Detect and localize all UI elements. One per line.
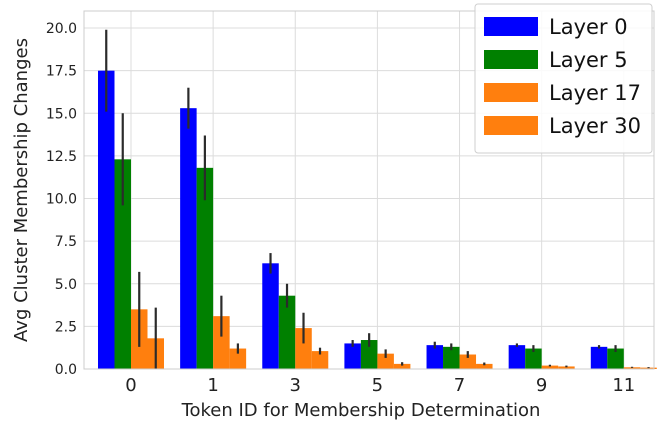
y-tick-label: 0.0 [55,362,77,378]
x-axis-title: Token ID for Membership Determination [181,400,541,421]
bar [180,108,197,370]
x-tick-label: 9 [536,375,547,396]
bar [541,365,559,369]
bar [558,366,575,369]
bar [114,159,131,369]
x-tick-label: 5 [372,375,383,396]
x-tick-label: 3 [290,375,301,396]
y-tick-label: 15.0 [46,106,77,122]
bar [426,345,444,369]
x-axis-ticks: 0 1 3 5 7 9 11 [125,375,635,396]
y-tick-label: 12.5 [46,149,77,165]
bar [360,340,378,369]
y-axis-title: Avg Cluster Membership Changes [11,38,32,342]
legend: Layer 0 Layer 5 Layer 17 Layer 30 [474,3,653,154]
bar [508,345,526,369]
bar [262,263,279,369]
y-tick-label: 5.0 [55,277,77,293]
legend-label: Layer 17 [549,81,641,105]
x-tick-label: 0 [125,375,136,396]
bar [590,346,608,369]
legend-label: Layer 30 [549,114,641,138]
bar [278,295,296,369]
bar [295,328,312,369]
bar [98,70,115,370]
legend-swatch [484,116,538,135]
y-tick-label: 10.0 [46,192,77,208]
bars [98,70,657,370]
bar [476,363,493,369]
error-bars [105,29,650,369]
legend-swatch [484,17,538,36]
y-tick-label: 2.5 [55,319,77,335]
bar [229,348,247,369]
y-axis-ticks: 0.0 2.5 5.0 7.5 10.0 12.5 15.0 17.5 20.0 [46,21,77,378]
bar [213,316,230,369]
x-tick-label: 1 [207,375,218,396]
x-tick-label: 7 [454,375,465,396]
bar [344,343,361,369]
bar [377,353,394,369]
bar [640,367,657,369]
bar [607,348,624,369]
legend-swatch [484,50,538,69]
legend-frame [474,3,653,154]
bar [393,363,411,369]
plot-frame [83,10,655,370]
bar [443,346,460,369]
bar [459,354,477,369]
bar [311,351,329,369]
legend-label: Layer 0 [549,15,628,39]
x-tick-label: 11 [612,375,635,396]
legend-swatch [484,83,538,102]
bar [525,348,542,369]
y-tick-label: 7.5 [55,234,77,250]
bar [196,167,214,369]
y-tick-label: 20.0 [46,21,77,37]
legend-label: Layer 5 [549,48,628,72]
bar [623,367,641,369]
y-tick-label: 17.5 [46,64,77,80]
